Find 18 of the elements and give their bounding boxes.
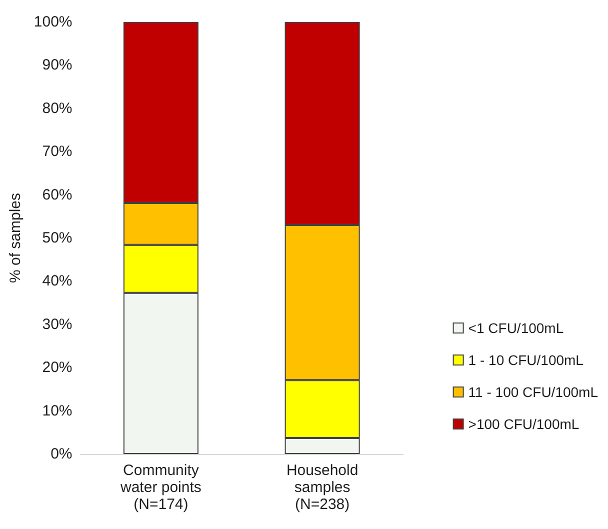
y-tick-label: 10% [42,402,72,420]
y-tick-label: 50% [42,230,72,246]
x-tick-label: Community water points (N=174) [120,462,202,513]
y-tick-label: 0% [50,446,72,462]
y-tick-label: 60% [42,186,72,204]
legend-label: 1 - 10 CFU/100mL [468,352,584,368]
legend-label: 11 - 100 CFU/100mL [468,384,598,400]
legend-label: >100 CFU/100mL [468,416,580,432]
y-tick-label: 20% [42,359,72,376]
x-tick-label: Household samples (N=238) [286,462,358,513]
y-tick-label: 30% [42,316,72,333]
y-tick-label: 70% [42,143,72,160]
y-axis-title: % of samples [7,192,24,284]
y-tick-label: 90% [42,56,72,74]
y-tick-label: 80% [42,100,72,117]
legend-label: <1 CFU/100mL [468,320,564,336]
y-tick-label: 40% [42,272,72,290]
y-tick-label: 100% [34,14,72,30]
